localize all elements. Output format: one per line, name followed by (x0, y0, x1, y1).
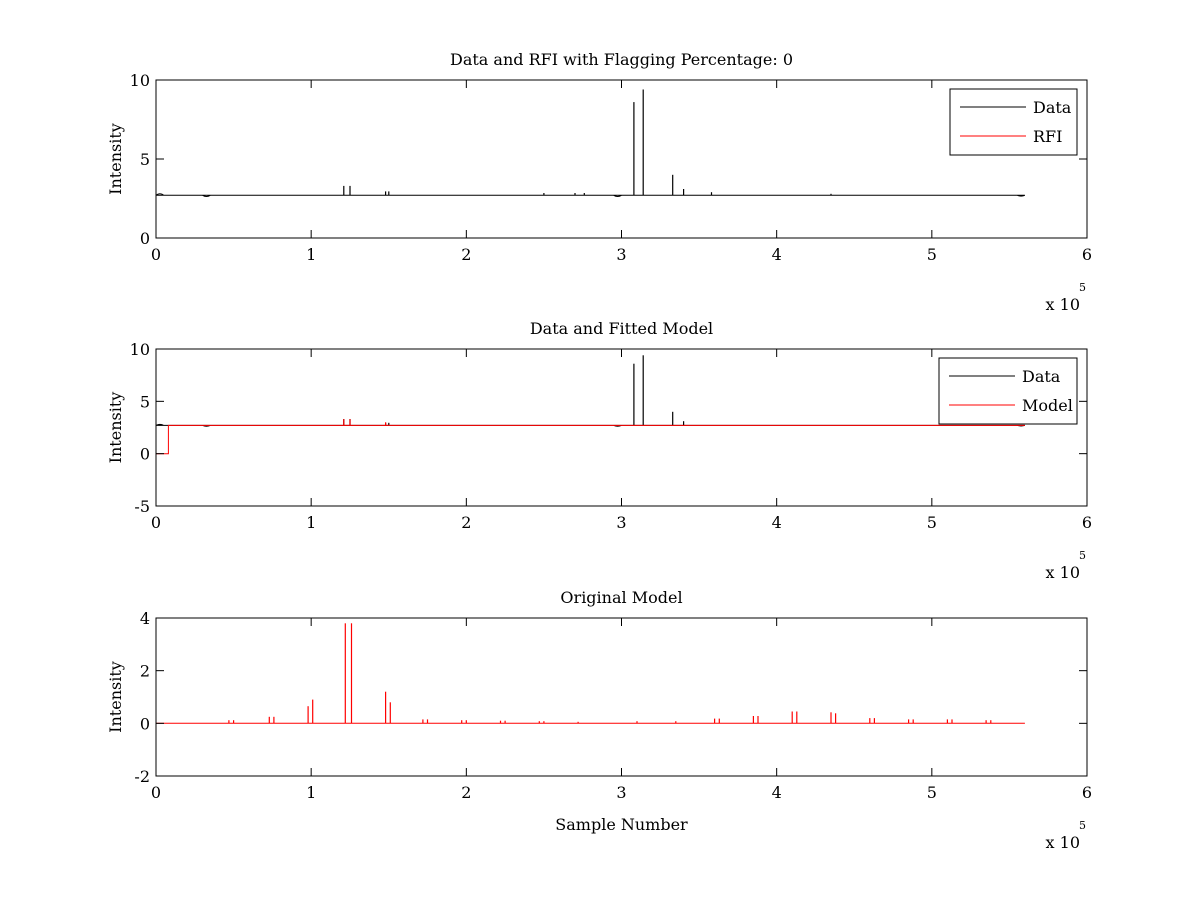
x-tick-label: 0 (151, 783, 161, 802)
subplot-1: 0 1 2 3 4 5 6 0 5 10 Data and RFI with Flagging Pe… (106, 50, 1092, 314)
plot-area (156, 89, 1026, 197)
x-tick-label: 2 (461, 783, 471, 802)
x-tick-label: 3 (616, 513, 626, 532)
y-tick-label: -2 (134, 767, 150, 786)
y-tick-label: 2 (140, 662, 150, 681)
y-tick-label: -5 (134, 497, 150, 516)
x-tick-label: 3 (616, 783, 626, 802)
y-tick-label: 0 (140, 229, 150, 248)
x-tick-label: 2 (461, 245, 471, 264)
plot-title: Data and Fitted Model (530, 319, 713, 338)
x-tick-label: 0 (151, 245, 161, 264)
x-multiplier-label: x 10 (1046, 833, 1080, 852)
x-tick-label: 6 (1082, 513, 1092, 532)
y-axis-label: Intensity (106, 392, 125, 464)
legend-box (938, 357, 1078, 425)
x-tick-label: 0 (151, 513, 161, 532)
x-tick-label: 4 (772, 245, 782, 264)
plot-area (156, 623, 1025, 724)
legend: Data RFI (949, 88, 1078, 156)
plot-area (156, 355, 1026, 455)
data-series (156, 193, 1026, 197)
legend-entry: Model (1022, 396, 1073, 415)
x-multiplier-exponent: 5 (1079, 819, 1086, 832)
y-tick-label: 5 (140, 392, 150, 411)
x-tick-label: 5 (927, 245, 937, 264)
legend-entry: Data (1022, 367, 1061, 386)
x-multiplier-label: x 10 (1046, 295, 1080, 314)
y-tick-label: 5 (140, 150, 150, 169)
legend: Data Model (938, 357, 1078, 425)
legend-entry: Data (1033, 98, 1072, 117)
y-tick-label: 10 (130, 71, 150, 90)
x-tick-label: 3 (616, 245, 626, 264)
x-multiplier-exponent: 5 (1079, 281, 1086, 294)
x-tick-label: 6 (1082, 783, 1092, 802)
x-tick-label: 1 (306, 513, 316, 532)
x-tick-label: 5 (927, 513, 937, 532)
x-tick-label: 6 (1082, 245, 1092, 264)
x-tick-label: 1 (306, 783, 316, 802)
y-tick-label: 10 (130, 340, 150, 359)
legend-entry: RFI (1033, 127, 1062, 146)
x-tick-label: 4 (772, 513, 782, 532)
plot-title: Data and RFI with Flagging Percentage: 0 (450, 50, 793, 69)
x-tick-label: 1 (306, 245, 316, 264)
x-tick-label: 4 (772, 783, 782, 802)
axes-frame (155, 617, 1088, 777)
x-tick-label: 2 (461, 513, 471, 532)
y-tick-label: 0 (140, 714, 150, 733)
plot-title: Original Model (560, 588, 682, 607)
legend-box (949, 88, 1078, 156)
axes-frame (155, 79, 1088, 239)
y-tick-label: 4 (140, 609, 150, 628)
x-multiplier-exponent: 5 (1079, 549, 1086, 562)
x-axis-label: Sample Number (555, 815, 688, 834)
y-axis-label: Intensity (106, 661, 125, 733)
model-series (156, 424, 1025, 455)
y-axis-label: Intensity (106, 123, 125, 195)
x-tick-label: 5 (927, 783, 937, 802)
y-tick-label: 0 (140, 445, 150, 464)
x-multiplier-label: x 10 (1046, 563, 1080, 582)
